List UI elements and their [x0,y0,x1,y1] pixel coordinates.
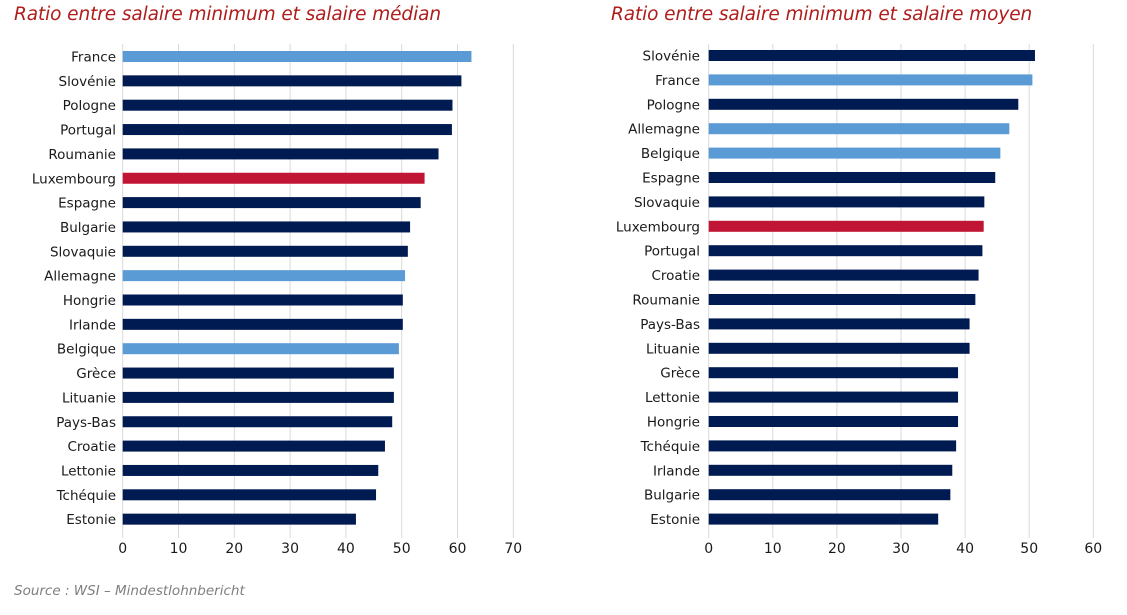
bar-mean [708,416,959,427]
x-tick-label-median: 10 [170,541,188,557]
category-label-mean: Lettonie [645,390,700,406]
category-label-median: Estonie [66,512,116,528]
category-label-mean: Bulgarie [644,488,700,504]
x-tick-label-mean: 10 [764,541,782,557]
category-label-median: Hongrie [63,293,116,309]
bar-mean [708,196,985,208]
bar-mean [708,440,957,452]
x-tick-label-median: 60 [449,541,467,557]
bar-median [122,513,356,525]
bar-mean [708,342,970,354]
bar-mean [708,245,983,257]
category-label-median: Luxembourg [32,171,116,187]
bar-mean [708,318,970,330]
x-tick-label-median: 50 [393,541,411,557]
category-label-mean: Pologne [647,97,700,113]
bar-median [122,416,393,428]
bar-mean [708,367,959,379]
category-label-median: Slovaquie [50,244,116,260]
category-label-median: Lettonie [61,463,116,479]
bar-median [122,197,421,209]
category-label-median: Slovénie [59,74,117,90]
category-label-median: Tchéquie [56,488,116,504]
category-label-median: Croatie [67,439,116,455]
bar-mean [708,489,951,501]
category-label-mean: Portugal [644,244,700,260]
x-tick-label-median: 70 [504,541,522,557]
category-label-median: Grèce [76,366,116,382]
bar-mean [708,220,984,232]
category-label-median: Portugal [60,123,116,139]
bar-median [122,148,439,160]
bar-median [122,489,377,501]
bar-median [122,75,462,87]
bar-median [122,440,385,452]
bar-mean [708,513,939,525]
category-label-mean: Estonie [650,512,700,528]
category-label-median: Roumanie [48,147,116,163]
category-label-median: Lituanie [62,390,116,406]
x-tick-label-mean: 20 [828,541,846,557]
source-note: Source : WSI – Mindestlohnbericht [14,583,245,599]
chart-title-mean: Ratio entre salaire minimum et salaire m… [611,4,1033,25]
bar-median [122,99,453,111]
x-tick-label-median: 20 [225,541,243,557]
category-label-median: Belgique [57,342,116,358]
category-label-mean: Irlande [653,463,700,479]
bar-median [122,343,399,355]
bar-mean [708,74,1033,86]
x-tick-label-mean: 40 [956,541,974,557]
x-tick-label-median: 40 [337,541,355,557]
category-label-mean: Lituanie [646,341,700,357]
chart-title-median: Ratio entre salaire minimum et salaire m… [14,4,441,25]
bar-median [122,464,379,476]
category-label-mean: Espagne [642,171,700,187]
bar-mean [708,147,1001,159]
category-label-median: Pays-Bas [56,415,116,431]
category-label-mean: Hongrie [647,415,700,431]
x-tick-label-mean: 60 [1084,541,1102,557]
bar-mean [708,391,959,403]
bar-median [122,318,403,330]
category-label-mean: Allemagne [628,122,700,138]
category-label-mean: Pays-Bas [640,317,700,333]
category-label-mean: Tchéquie [640,439,700,455]
category-label-mean: Belgique [641,146,700,162]
category-label-mean: Grèce [660,366,700,382]
category-label-median: Bulgarie [60,220,116,236]
x-tick-label-median: 30 [281,541,299,557]
category-label-mean: Croatie [651,268,700,284]
bar-median [122,294,403,306]
bar-mean [708,294,976,305]
bar-mean [708,269,979,281]
category-label-mean: Slovaquie [634,195,700,211]
bar-median [122,270,406,282]
category-label-median: Allemagne [44,269,116,285]
category-label-mean: Slovénie [643,49,701,65]
category-label-mean: Luxembourg [616,219,700,235]
category-label-median: France [71,50,116,66]
x-tick-label-median: 0 [118,541,127,557]
x-tick-label-mean: 0 [704,541,713,557]
bar-median [122,124,452,136]
category-label-mean: Roumanie [632,293,700,309]
bar-median [122,367,394,379]
category-label-median: Espagne [58,196,116,212]
x-tick-label-mean: 30 [892,541,910,557]
bar-median [122,391,394,403]
bar-median [122,245,408,257]
bar-median [122,172,425,184]
bar-mean [708,123,1010,135]
bar-mean [708,98,1019,110]
category-label-median: Pologne [63,98,116,114]
bar-mean [708,50,1035,61]
bar-median [122,221,411,233]
category-label-mean: France [655,73,700,89]
bar-mean [708,464,953,476]
x-tick-label-mean: 50 [1020,541,1038,557]
bar-median [122,51,472,62]
category-label-median: Irlande [69,317,116,333]
bar-mean [708,172,996,183]
